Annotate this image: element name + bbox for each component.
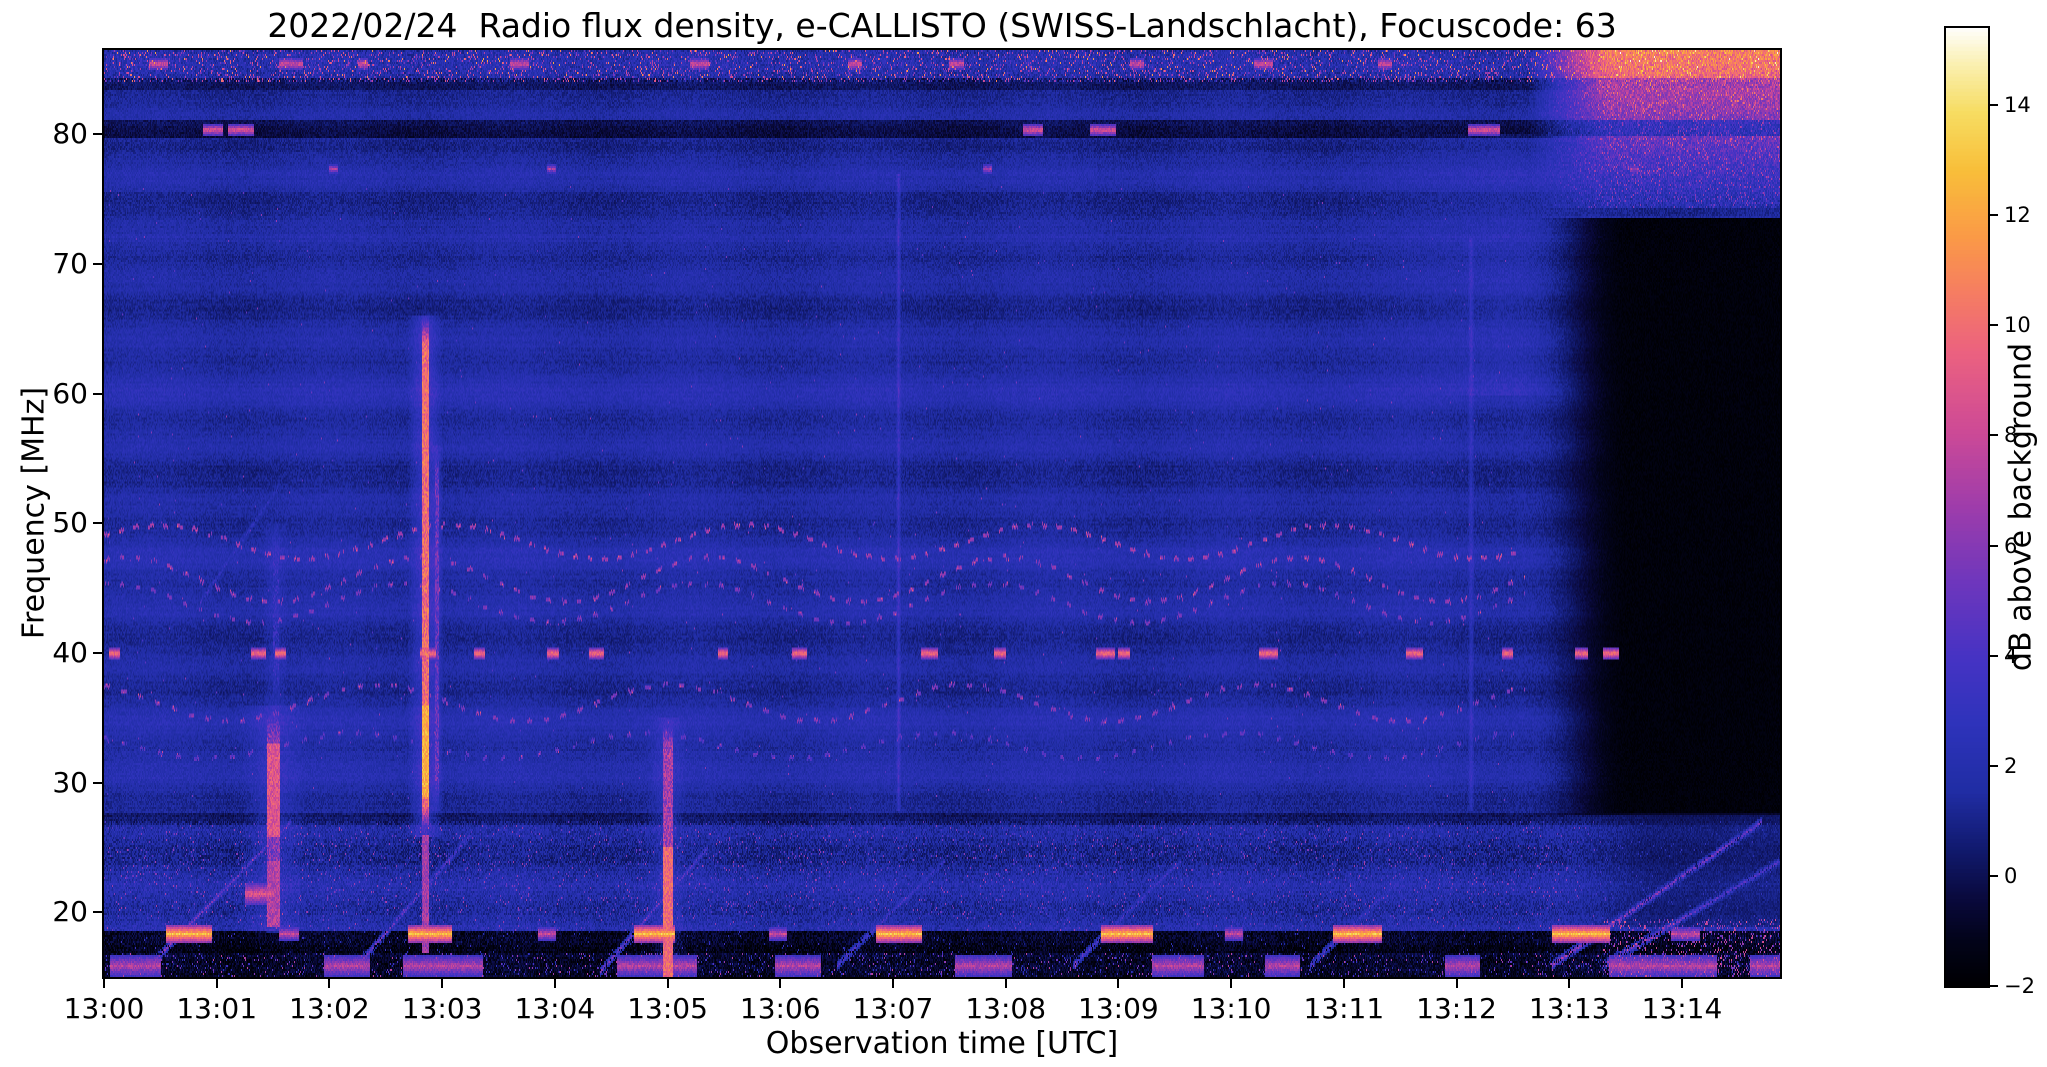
- y-tick-label: 50: [52, 506, 88, 540]
- y-tick-mark: [93, 392, 102, 395]
- colorbar-tick-mark: [1990, 104, 1998, 107]
- colorbar-tick-label: 14: [2004, 93, 2031, 118]
- colorbar-tick-label: 0: [2004, 863, 2018, 888]
- x-tick-mark: [1230, 979, 1233, 988]
- colorbar-tick-label: 10: [2004, 313, 2031, 338]
- x-tick-mark: [1455, 979, 1458, 988]
- y-tick-label: 80: [52, 117, 88, 151]
- y-tick-label: 20: [52, 895, 88, 929]
- x-tick-label: 13:06: [739, 992, 821, 1025]
- x-tick-label: 13:02: [289, 992, 370, 1025]
- y-tick-mark: [93, 262, 102, 265]
- x-tick-mark: [441, 979, 444, 988]
- x-tick-label: 13:11: [1303, 992, 1385, 1025]
- y-tick-mark: [93, 781, 102, 784]
- x-tick-mark: [215, 979, 218, 988]
- y-tick-mark: [93, 651, 102, 654]
- x-tick-label: 13:01: [176, 992, 258, 1025]
- x-tick-mark: [1004, 979, 1007, 988]
- colorbar-tick-label: 8: [2004, 423, 2018, 448]
- x-tick-mark: [1117, 979, 1120, 988]
- y-tick-label: 40: [52, 635, 88, 669]
- x-tick-label: 13:05: [627, 992, 708, 1025]
- x-tick-mark: [328, 979, 331, 988]
- x-tick-label: 13:10: [1190, 992, 1272, 1025]
- x-tick-mark: [1342, 979, 1345, 988]
- colorbar-label: dB above background: [2003, 342, 2039, 672]
- y-tick-mark: [93, 522, 102, 525]
- y-tick-mark: [93, 911, 102, 914]
- x-tick-mark: [1680, 979, 1683, 988]
- colorbar-tick-label: 4: [2004, 643, 2018, 668]
- x-tick-label: 13:09: [1078, 992, 1159, 1025]
- colorbar-tick-mark: [1990, 985, 1998, 987]
- colorbar-tick-mark: [1990, 214, 1998, 217]
- colorbar-tick-mark: [1990, 324, 1998, 327]
- x-tick-label: 13:00: [63, 992, 145, 1025]
- colorbar-tick-mark: [1990, 654, 1998, 657]
- colorbar-tick-label: 6: [2004, 533, 2018, 558]
- colorbar-tick-mark: [1990, 764, 1998, 767]
- y-tick-label: 30: [52, 765, 88, 799]
- x-tick-label: 13:14: [1641, 992, 1723, 1025]
- y-tick-label: 70: [52, 246, 88, 280]
- colorbar-tick-mark: [1990, 874, 1998, 877]
- x-tick-label: 13:12: [1416, 992, 1497, 1025]
- y-tick-mark: [93, 133, 102, 136]
- colorbar-tick-label: 2: [2004, 753, 2018, 778]
- y-tick-label: 60: [52, 376, 88, 410]
- chart-title: 2022/02/24 Radio flux density, e-CALLIST…: [267, 6, 1617, 45]
- spectrogram-canvas: [102, 48, 1782, 979]
- x-tick-label: 13:03: [401, 992, 483, 1025]
- x-tick-mark: [891, 979, 894, 988]
- x-tick-mark: [666, 979, 669, 988]
- x-tick-label: 13:04: [514, 992, 596, 1025]
- x-tick-mark: [779, 979, 782, 988]
- x-tick-mark: [103, 979, 105, 988]
- colorbar-tick-label: −2: [2004, 974, 2035, 998]
- x-tick-label: 13:08: [965, 992, 1047, 1025]
- colorbar-tick-mark: [1990, 544, 1998, 547]
- x-axis-label: Observation time [UTC]: [765, 1026, 1119, 1061]
- colorbar-tick-mark: [1990, 434, 1998, 437]
- x-tick-label: 13:07: [852, 992, 934, 1025]
- colorbar-tick-label: 12: [2004, 203, 2031, 228]
- x-tick-mark: [1568, 979, 1571, 988]
- x-tick-mark: [553, 979, 556, 988]
- x-tick-label: 13:13: [1528, 992, 1610, 1025]
- colorbar-canvas: [1944, 26, 1990, 988]
